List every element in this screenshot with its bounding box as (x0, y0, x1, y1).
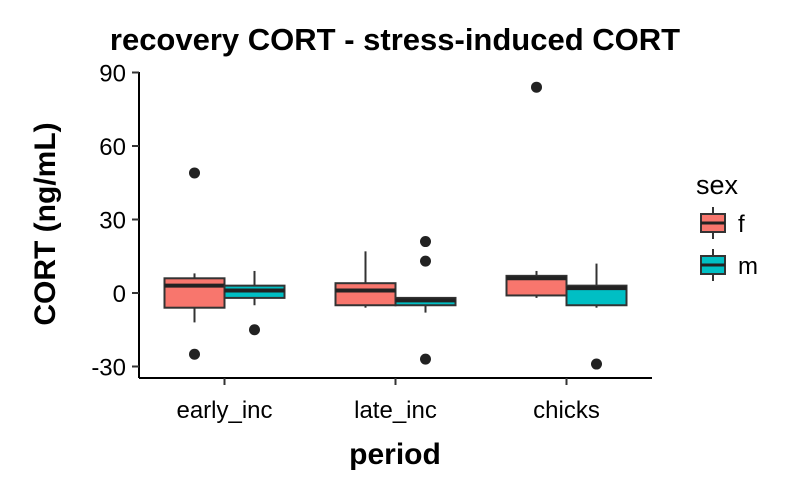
iqr-box (565, 284, 628, 307)
x-axis-title: period (349, 438, 441, 471)
legend-key-f (700, 207, 726, 239)
box-m-late_inc (394, 236, 457, 365)
box-m-early_inc (223, 270, 286, 336)
y-tick-label: 60 (99, 134, 126, 161)
y-tick-label: -30 (91, 355, 126, 382)
outlier-point (189, 348, 200, 360)
x-axis-ticks: early_inc late_inc chicks (176, 378, 600, 424)
box-f-early_inc (163, 167, 226, 360)
x-tick-label: early_inc (176, 397, 272, 424)
outlier-point (420, 236, 431, 248)
legend-label-m: m (738, 253, 758, 280)
y-axis-ticks: -30 0 30 60 90 (91, 61, 139, 382)
legend-key-m (700, 249, 726, 281)
box-m-chicks (565, 263, 628, 370)
iqr-box (334, 282, 397, 307)
legend-title: sex (696, 170, 739, 200)
y-tick-label: 0 (113, 281, 126, 308)
x-tick-label: late_inc (354, 397, 437, 424)
outlier-point (420, 353, 431, 365)
outlier-point (591, 358, 602, 370)
x-tick-label: chicks (533, 397, 600, 424)
box-f-chicks (505, 81, 568, 298)
y-tick-label: 30 (99, 208, 126, 235)
iqr-box (163, 277, 226, 309)
outlier-point (249, 324, 260, 336)
outlier-point (531, 81, 542, 93)
outlier-point (420, 255, 431, 267)
chart-title: recovery CORT - stress-induced CORT (110, 22, 680, 57)
plot-area (163, 81, 628, 370)
outlier-point (189, 167, 200, 179)
legend: sex fm (696, 170, 758, 281)
y-tick-label: 90 (99, 61, 126, 88)
legend-label-f: f (738, 211, 745, 238)
box-f-late_inc (334, 251, 397, 308)
y-axis-title: CORT (ng/mL) (29, 122, 62, 325)
